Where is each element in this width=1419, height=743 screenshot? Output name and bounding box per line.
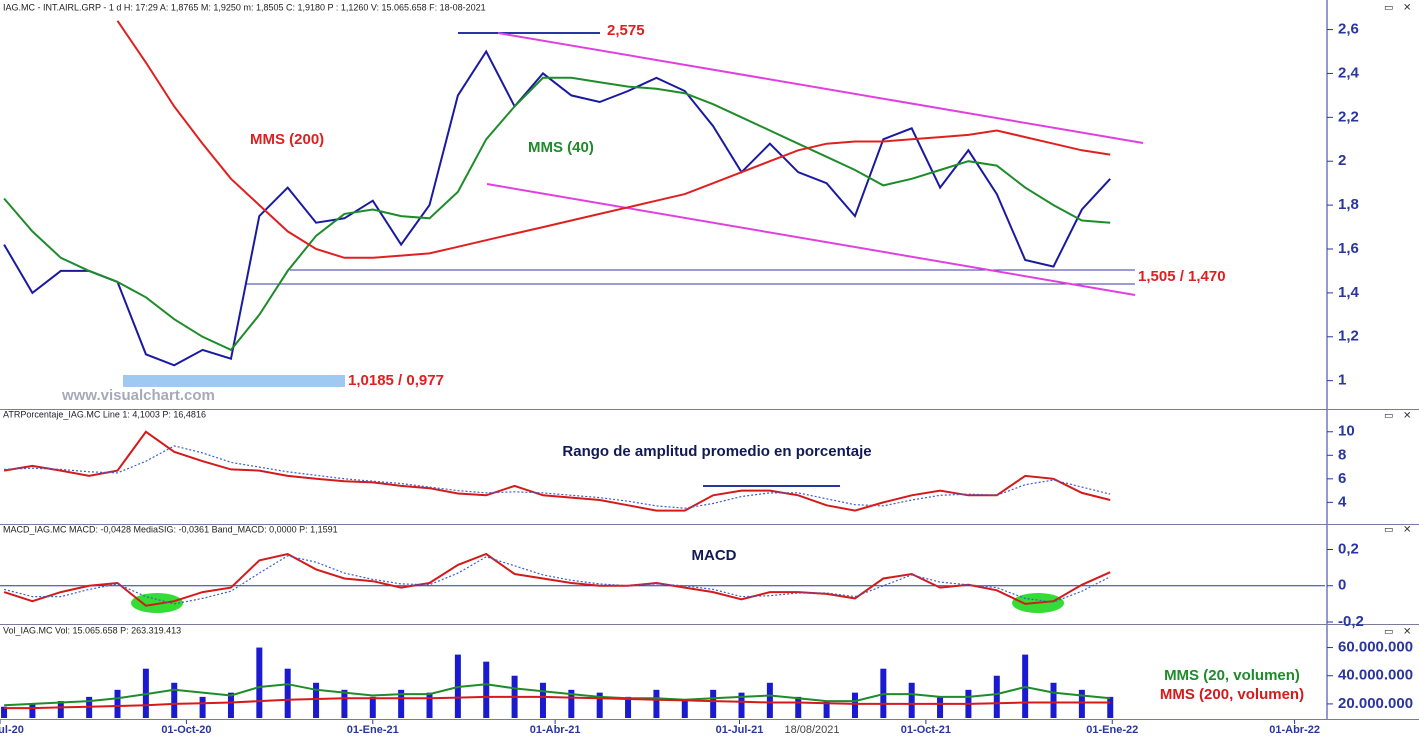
bar bbox=[256, 647, 263, 718]
x-tick-label: 01-Jul-21 bbox=[716, 724, 764, 736]
y-tick-label: 1 bbox=[1338, 372, 1346, 389]
y-tick-label: 1,8 bbox=[1338, 196, 1359, 213]
bar bbox=[398, 689, 405, 718]
close-button[interactable]: ✕ bbox=[1403, 3, 1411, 14]
x-tick-label: 01-Oct-20 bbox=[161, 724, 211, 736]
y-tick-label: 8 bbox=[1338, 446, 1346, 463]
x-tick-label: 01-Ene-21 bbox=[347, 724, 399, 736]
series-label: MMS (20, volumen) bbox=[1164, 667, 1300, 684]
bar bbox=[284, 668, 291, 718]
bar bbox=[114, 689, 121, 718]
panel-header: ATRPorcentaje_IAG.MC Line 1: 4,1003 P: 1… bbox=[3, 409, 206, 419]
x-tick-label: 01-Abr-21 bbox=[530, 724, 581, 736]
y-tick-label: 4 bbox=[1338, 493, 1347, 510]
y-tick-label: 2,6 bbox=[1338, 21, 1359, 38]
y-tick-label: -0,2 bbox=[1338, 613, 1364, 630]
bar bbox=[1, 706, 8, 718]
y-tick-label: 1,2 bbox=[1338, 328, 1359, 345]
series-line bbox=[4, 683, 1111, 707]
close-button[interactable]: ✕ bbox=[1403, 525, 1411, 536]
cursor-date: 18/08/2021 bbox=[784, 724, 839, 736]
bar bbox=[1050, 682, 1057, 718]
x-tick-label: 01-Abr-22 bbox=[1269, 724, 1320, 736]
series-label: MMS (40) bbox=[528, 139, 594, 156]
series-line bbox=[116, 20, 1111, 259]
panel-header: Vol_IAG.MC Vol: 15.065.658 P: 263.319.41… bbox=[3, 625, 181, 635]
bar bbox=[1078, 689, 1085, 718]
y-tick-label: 0,2 bbox=[1338, 540, 1359, 557]
series-label: MMS (200) bbox=[250, 131, 324, 148]
y-tick-label: 10 bbox=[1338, 423, 1355, 440]
y-tick-label: 60.000.000 bbox=[1338, 639, 1413, 656]
bar bbox=[795, 696, 802, 718]
bar bbox=[227, 692, 234, 718]
y-tick-label: 1,4 bbox=[1338, 284, 1360, 301]
bar bbox=[369, 696, 376, 718]
bar bbox=[937, 696, 944, 718]
channel-line bbox=[497, 32, 1144, 144]
bar bbox=[908, 682, 915, 718]
close-button[interactable]: ✕ bbox=[1403, 627, 1411, 638]
annotation: 1,505 / 1,470 bbox=[1138, 268, 1226, 285]
support-zone bbox=[123, 375, 345, 387]
channel-line bbox=[486, 183, 1136, 296]
y-tick-label: 2,4 bbox=[1338, 64, 1360, 81]
bar bbox=[568, 689, 575, 718]
y-tick-label: 2 bbox=[1338, 152, 1346, 169]
bar bbox=[29, 703, 36, 718]
bar bbox=[426, 692, 433, 718]
series-line bbox=[3, 555, 1111, 605]
minimize-button[interactable]: ▭ bbox=[1384, 411, 1393, 422]
minimize-button[interactable]: ▭ bbox=[1384, 627, 1393, 638]
y-tick-label: 6 bbox=[1338, 470, 1346, 487]
annotation: 1,0185 / 0,977 bbox=[348, 372, 444, 389]
close-button[interactable]: ✕ bbox=[1403, 411, 1411, 422]
bar bbox=[625, 696, 632, 718]
y-tick-label: 1,6 bbox=[1338, 240, 1359, 257]
series-line bbox=[3, 49, 1111, 367]
panel-title: Rango de amplitud promedio en porcentaje bbox=[562, 443, 871, 460]
bar bbox=[851, 692, 858, 718]
bar bbox=[823, 701, 830, 718]
x-tick-label: 01-Oct-21 bbox=[901, 724, 951, 736]
window-buttons: ▭ ✕ ▭ ✕ ▭ ✕ ▭ ✕ bbox=[1384, 3, 1411, 638]
bar bbox=[681, 701, 688, 718]
bar bbox=[199, 696, 206, 718]
x-tick-label: 01-Ene-22 bbox=[1086, 724, 1138, 736]
series-line bbox=[3, 76, 1111, 352]
bar bbox=[738, 692, 745, 718]
bar bbox=[313, 682, 320, 718]
panel-header: MACD_IAG.MC MACD: -0,0428 MediaSIG: -0,0… bbox=[3, 524, 338, 534]
bar bbox=[341, 689, 348, 718]
series-line bbox=[4, 695, 1111, 710]
frame bbox=[0, 0, 1419, 720]
panel-title: MACD bbox=[692, 547, 737, 564]
y-tick-label: 2,2 bbox=[1338, 108, 1359, 125]
minimize-button[interactable]: ▭ bbox=[1384, 3, 1393, 14]
bar bbox=[171, 682, 178, 718]
y-tick-label: 40.000.000 bbox=[1338, 667, 1413, 684]
bar bbox=[57, 701, 64, 718]
bar bbox=[1107, 696, 1114, 718]
x-tick-label: 01-Jul-20 bbox=[0, 724, 24, 736]
series-line bbox=[3, 552, 1111, 607]
bar bbox=[993, 675, 1000, 718]
bar bbox=[766, 682, 773, 718]
bar bbox=[653, 689, 660, 718]
series-line bbox=[3, 430, 1111, 512]
series-line bbox=[4, 445, 1111, 509]
panel-header: IAG.MC - INT.AIRL.GRP - 1 d H: 17:29 A: … bbox=[3, 2, 486, 12]
bar bbox=[483, 661, 490, 718]
series-label: MMS (200, volumen) bbox=[1160, 686, 1304, 703]
annotation: 2,575 bbox=[607, 22, 645, 39]
annotation: www.visualchart.com bbox=[61, 387, 215, 404]
y-tick-label: 0 bbox=[1338, 577, 1346, 594]
bar bbox=[596, 692, 603, 718]
bar bbox=[539, 682, 546, 718]
y-tick-label: 20.000.000 bbox=[1338, 695, 1413, 712]
minimize-button[interactable]: ▭ bbox=[1384, 525, 1393, 536]
bar bbox=[710, 689, 717, 718]
